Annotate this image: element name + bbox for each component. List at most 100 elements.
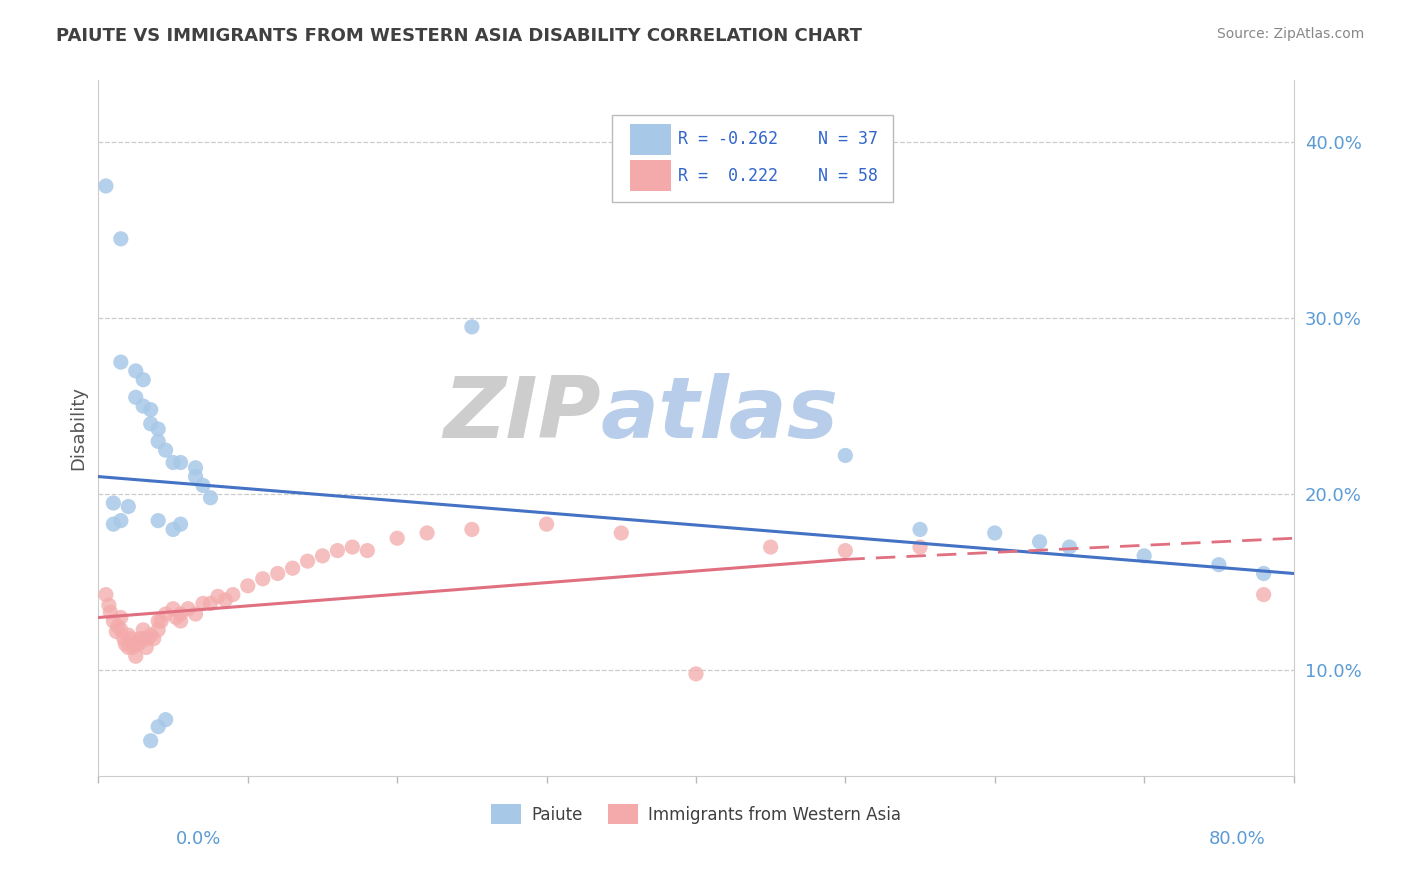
Point xyxy=(281,561,304,575)
Point xyxy=(200,491,222,505)
Point xyxy=(222,588,245,602)
Text: atlas: atlas xyxy=(600,373,838,456)
Point xyxy=(311,549,333,563)
Point xyxy=(98,605,122,619)
Point xyxy=(103,614,125,628)
Point xyxy=(177,601,200,615)
Text: PAIUTE VS IMMIGRANTS FROM WESTERN ASIA DISABILITY CORRELATION CHART: PAIUTE VS IMMIGRANTS FROM WESTERN ASIA D… xyxy=(56,27,862,45)
Point xyxy=(107,619,129,633)
Point xyxy=(112,632,135,646)
Text: ZIP: ZIP xyxy=(443,373,600,456)
FancyBboxPatch shape xyxy=(613,115,893,202)
Point xyxy=(385,531,409,545)
Point xyxy=(148,614,170,628)
Point xyxy=(356,543,378,558)
Point xyxy=(105,624,128,639)
Point xyxy=(139,417,162,431)
Point xyxy=(155,713,177,727)
Point xyxy=(94,178,117,193)
Point xyxy=(1253,588,1275,602)
Point xyxy=(461,523,484,537)
Point xyxy=(169,517,191,532)
Point xyxy=(132,399,155,413)
Point xyxy=(125,390,148,404)
Point xyxy=(162,456,184,470)
Point xyxy=(114,637,136,651)
Legend: Paiute, Immigrants from Western Asia: Paiute, Immigrants from Western Asia xyxy=(485,797,907,830)
Point xyxy=(155,607,177,621)
Point xyxy=(252,572,274,586)
Point xyxy=(297,554,319,568)
Y-axis label: Disability: Disability xyxy=(69,386,87,470)
Point xyxy=(908,540,931,554)
Text: 80.0%: 80.0% xyxy=(1209,830,1265,847)
Point xyxy=(117,640,139,655)
Point xyxy=(121,640,143,655)
Point xyxy=(117,500,139,514)
Point xyxy=(184,460,207,475)
Point xyxy=(110,623,132,637)
Point xyxy=(1133,549,1156,563)
Point xyxy=(834,543,856,558)
Text: Source: ZipAtlas.com: Source: ZipAtlas.com xyxy=(1216,27,1364,41)
Point xyxy=(120,632,142,646)
Point xyxy=(685,666,707,681)
Point xyxy=(169,456,191,470)
Point xyxy=(103,517,125,532)
Point xyxy=(132,373,155,387)
Point xyxy=(125,637,148,651)
Point xyxy=(984,525,1007,540)
FancyBboxPatch shape xyxy=(630,124,671,154)
Point xyxy=(759,540,782,554)
Point xyxy=(461,319,484,334)
Point xyxy=(110,610,132,624)
Point xyxy=(207,590,229,604)
Point xyxy=(610,525,633,540)
FancyBboxPatch shape xyxy=(630,161,671,191)
Point xyxy=(110,232,132,246)
Text: R = -0.262    N = 37: R = -0.262 N = 37 xyxy=(678,130,877,148)
Point xyxy=(236,579,259,593)
Point xyxy=(128,637,150,651)
Point xyxy=(148,422,170,436)
Point xyxy=(148,623,170,637)
Point xyxy=(184,469,207,483)
Point xyxy=(94,588,117,602)
Point xyxy=(1028,534,1050,549)
Point xyxy=(1208,558,1230,572)
Point xyxy=(191,478,214,492)
Point xyxy=(191,596,214,610)
Text: R =  0.222    N = 58: R = 0.222 N = 58 xyxy=(678,167,877,185)
Point xyxy=(342,540,364,554)
Point xyxy=(125,364,148,378)
Point xyxy=(139,402,162,417)
Point xyxy=(150,614,173,628)
Point xyxy=(214,593,236,607)
Point xyxy=(169,614,191,628)
Point xyxy=(97,598,120,612)
Point xyxy=(132,623,155,637)
Point xyxy=(184,607,207,621)
Point xyxy=(200,596,222,610)
Point xyxy=(117,628,139,642)
Point xyxy=(148,720,170,734)
Point xyxy=(110,355,132,369)
Point xyxy=(148,434,170,449)
Point xyxy=(155,443,177,458)
Point xyxy=(326,543,349,558)
Point xyxy=(148,514,170,528)
Point xyxy=(1059,540,1081,554)
Point xyxy=(908,523,931,537)
Point xyxy=(135,640,157,655)
Point xyxy=(129,632,152,646)
Point xyxy=(136,632,159,646)
Point xyxy=(267,566,290,581)
Point xyxy=(142,632,165,646)
Point xyxy=(416,525,439,540)
Point xyxy=(139,628,162,642)
Point xyxy=(110,514,132,528)
Text: 0.0%: 0.0% xyxy=(176,830,221,847)
Point xyxy=(165,610,187,624)
Point xyxy=(536,517,558,532)
Point xyxy=(162,601,184,615)
